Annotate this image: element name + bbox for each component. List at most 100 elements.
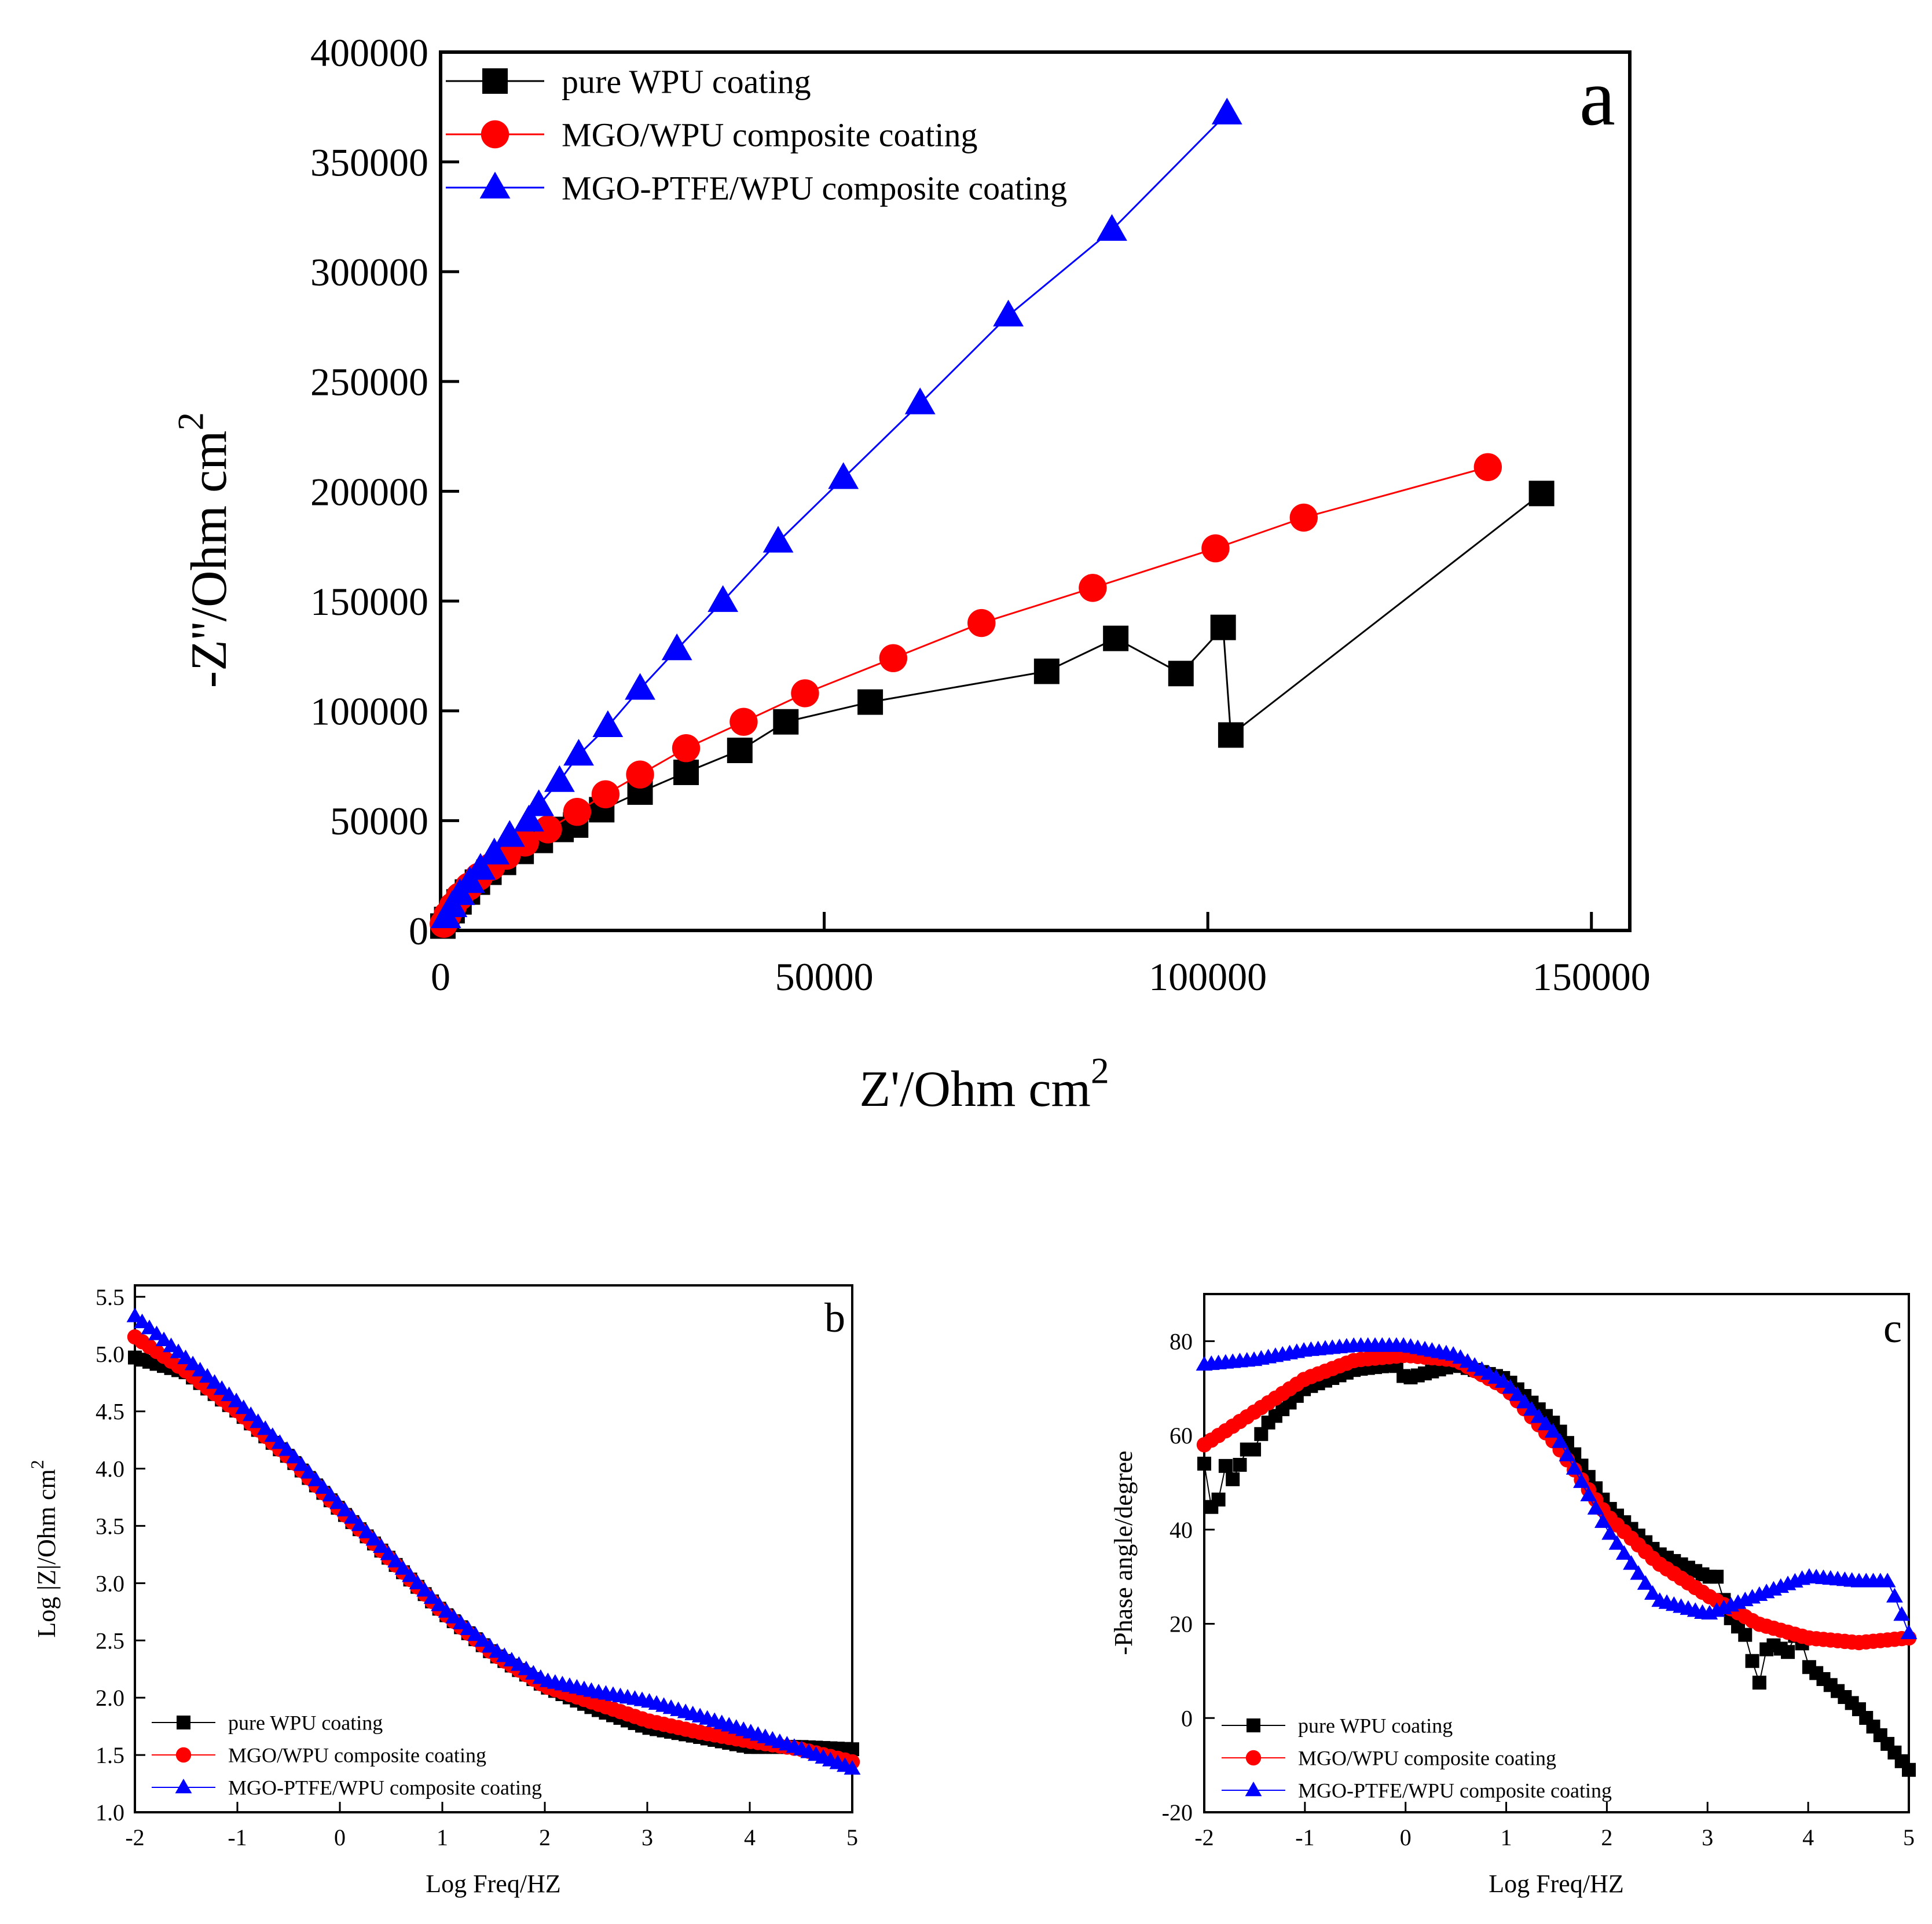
data-point (300, 1464, 317, 1479)
data-point (365, 1531, 383, 1546)
data-point (479, 837, 510, 864)
data-point (1644, 1585, 1661, 1600)
y-tick-label: 2.5 (96, 1628, 124, 1654)
legend-label: MGO/WPU composite coating (562, 116, 977, 153)
data-point (1580, 1486, 1597, 1501)
panel-label: a (1579, 53, 1615, 142)
data-point (1233, 1457, 1247, 1472)
y-tick-label: 5.5 (96, 1284, 124, 1310)
panel-label: c (1883, 1305, 1902, 1351)
data-point (1168, 661, 1194, 687)
data-point (563, 739, 594, 766)
data-point (1211, 1492, 1226, 1507)
y-tick-label: 2.0 (96, 1685, 124, 1711)
y-tick-label: 40 (1170, 1517, 1193, 1543)
data-point (1544, 1423, 1561, 1438)
x-tick-label: 5 (1903, 1824, 1915, 1850)
x-tick-label: -1 (228, 1824, 247, 1850)
data-point (380, 1545, 397, 1560)
series-1 (430, 481, 1555, 939)
data-point (416, 1582, 434, 1597)
y-tick-label: 5.0 (96, 1342, 124, 1368)
data-point (278, 1441, 296, 1456)
data-point (387, 1552, 404, 1568)
series-3 (126, 1307, 861, 1775)
data-point (373, 1538, 390, 1553)
data-point (126, 1307, 144, 1322)
data-point (513, 804, 544, 832)
data-point (1537, 1416, 1555, 1431)
legend-marker (482, 68, 508, 94)
y-tick-label: 200000 (310, 470, 428, 514)
data-point (148, 1325, 165, 1340)
legend-label: pure WPU coating (562, 63, 811, 100)
legend-label: MGO/WPU composite coating (1298, 1747, 1556, 1770)
data-point (1097, 214, 1127, 241)
data-point (534, 815, 562, 844)
chart-panel-a: 0 50000 100000 150000 0 50000 100000 150000 2000… (170, 31, 1650, 1117)
data-point (1473, 453, 1502, 481)
data-point (467, 1626, 484, 1641)
data-point (1587, 1500, 1604, 1515)
series-line (1204, 1355, 1909, 1644)
data-point (1566, 1460, 1583, 1475)
x-tick-label: -1 (1295, 1824, 1314, 1850)
data-point (1516, 1394, 1533, 1409)
series-3 (430, 97, 1242, 928)
data-point (250, 1413, 267, 1428)
x-tick-label: 0 (431, 955, 450, 999)
y-tick-label: 3.5 (96, 1513, 124, 1539)
data-point (967, 609, 996, 637)
data-point (1523, 1401, 1540, 1416)
data-point (1615, 1545, 1633, 1560)
data-point (523, 789, 555, 816)
x-tick-label: 4 (1802, 1824, 1814, 1850)
legend-label: MGO-PTFE/WPU composite coating (562, 169, 1067, 207)
data-point (1559, 1446, 1576, 1461)
data-point (271, 1434, 288, 1449)
y-tick-label: 250000 (310, 360, 428, 404)
data-point (184, 1355, 201, 1370)
data-point (1623, 1555, 1640, 1570)
data-point (1608, 1535, 1626, 1550)
y-tick-label: 50000 (330, 799, 428, 843)
plot-frame (134, 1284, 853, 1813)
x-tick-label: 100000 (1149, 955, 1267, 999)
data-point (344, 1509, 361, 1524)
data-point (163, 1337, 179, 1353)
data-point (336, 1501, 354, 1517)
x-axis-label: Log Freq/HZ (1489, 1870, 1623, 1898)
data-point (1745, 1654, 1759, 1668)
y-tick-label: 300000 (310, 250, 428, 294)
series-line (134, 1315, 853, 1769)
y-tick-label: 80 (1170, 1328, 1193, 1354)
data-point (844, 1760, 861, 1775)
y-tick-label: 0 (409, 909, 428, 953)
data-point (1210, 614, 1236, 640)
data-point (351, 1516, 368, 1531)
data-point (673, 759, 699, 785)
y-tick-label: 4.5 (96, 1399, 124, 1425)
data-point (402, 1567, 419, 1582)
data-point (591, 780, 620, 809)
data-point (329, 1494, 346, 1509)
x-tick-label: 5 (846, 1824, 858, 1850)
data-point (170, 1343, 187, 1358)
chart-panel-b: -2 -1 0 1 2 3 4 5 1.0 1.5 2.0 2.5 3.0 3.5 4.0 4.5 5.0 5.5… (27, 1284, 861, 1898)
data-point (445, 1608, 463, 1624)
plot-frame (1203, 1293, 1910, 1813)
x-tick-label: 2 (539, 1824, 551, 1850)
data-point (1494, 1373, 1512, 1388)
data-point (773, 709, 799, 735)
y-tick-label: 400000 (310, 31, 428, 75)
x-axis-label: Log Freq/HZ (426, 1870, 560, 1898)
data-point (1033, 658, 1060, 684)
legend-marker (1245, 1782, 1262, 1797)
x-tick-label: 50000 (775, 955, 874, 999)
legend-label: MGO-PTFE/WPU composite coating (1298, 1779, 1612, 1802)
data-point (1509, 1386, 1526, 1401)
data-point (857, 689, 883, 715)
data-point (1197, 1456, 1211, 1471)
legend-label: pure WPU coating (228, 1712, 383, 1735)
y-tick-label: 1.0 (96, 1800, 124, 1826)
